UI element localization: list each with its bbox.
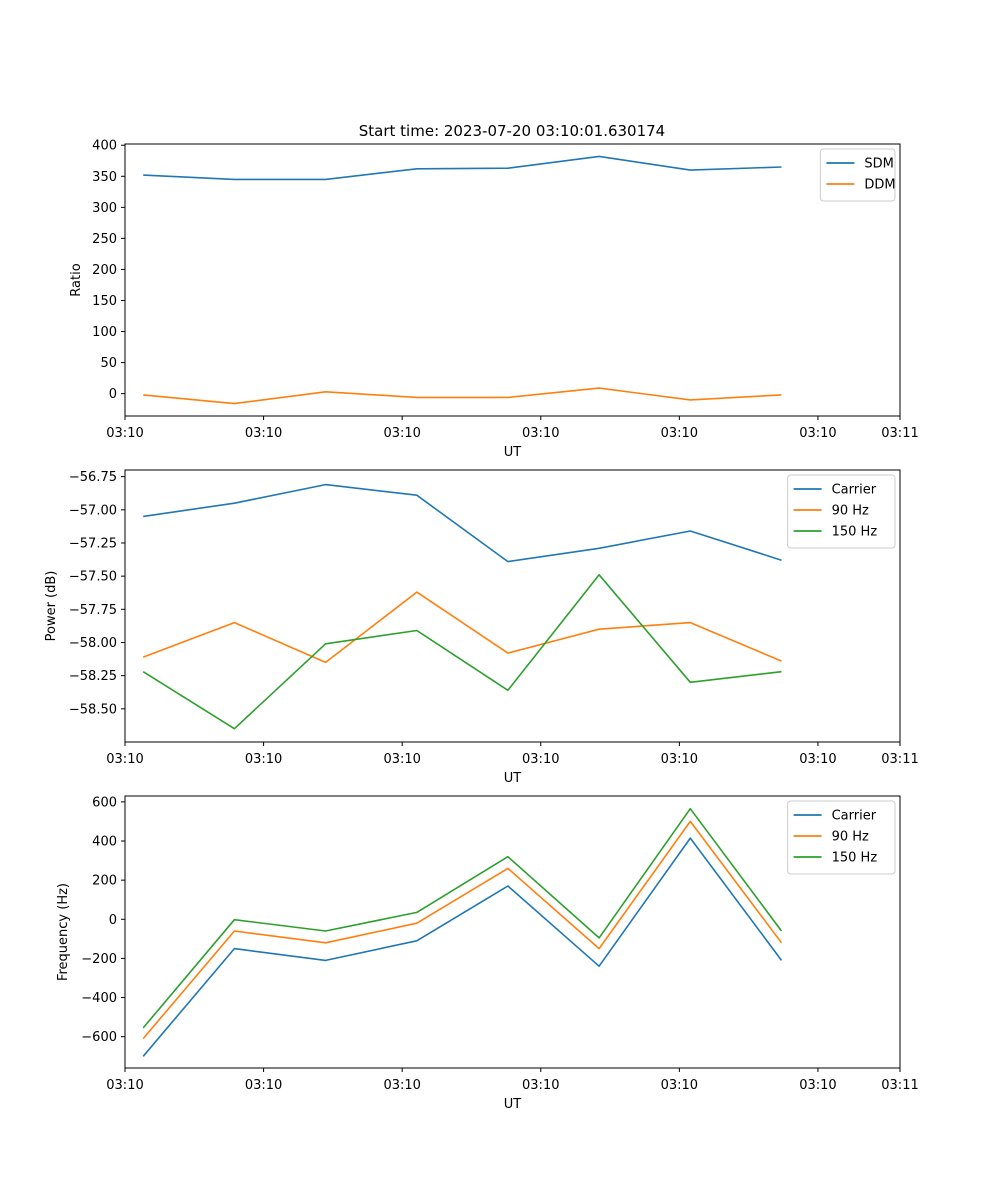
chart-title: Start time: 2023-07-20 03:10:01.630174 bbox=[359, 122, 665, 140]
y-tick-label: −58.50 bbox=[69, 702, 117, 717]
legend-box bbox=[787, 800, 896, 875]
y-tick-label: 600 bbox=[92, 795, 117, 810]
x-tick-label: 03:11 bbox=[881, 752, 918, 767]
x-tick-label: 03:10 bbox=[383, 752, 420, 767]
y-tick-label: −58.25 bbox=[69, 669, 117, 684]
x-tick-label: 03:10 bbox=[661, 752, 698, 767]
y-tick-label: 100 bbox=[92, 325, 117, 340]
series-line-90-hz bbox=[142, 820, 783, 1040]
y-tick-label: 250 bbox=[92, 232, 117, 247]
x-tick-label: 03:10 bbox=[245, 426, 282, 441]
y-tick-label: −57.75 bbox=[69, 603, 117, 618]
subplot-1: 03:10 03:10 03:10 03:10 03:10 03:10 03:11 0 50 10… bbox=[69, 139, 919, 460]
y-tick-label: 0 bbox=[109, 913, 117, 928]
x-tick-label: 03:10 bbox=[106, 426, 143, 441]
x-axis-label: UT bbox=[504, 1097, 522, 1112]
subplot-2: 03:10 03:10 03:10 03:10 03:10 03:10 03:11 −58.5… bbox=[44, 469, 919, 786]
x-tick-label: 03:10 bbox=[522, 426, 559, 441]
x-axis-label: UT bbox=[504, 445, 522, 460]
x-tick-label: 03:10 bbox=[245, 752, 282, 767]
y-tick-label: −400 bbox=[81, 991, 117, 1006]
series-line-150-hz bbox=[142, 573, 782, 730]
series-line-carrier bbox=[143, 483, 782, 563]
legend-label: 150 Hz bbox=[832, 851, 878, 866]
y-tick-label: −200 bbox=[81, 952, 117, 967]
y-tick-label: 400 bbox=[92, 835, 117, 850]
y-tick-label: −56.75 bbox=[69, 470, 117, 485]
y-tick-label: 400 bbox=[92, 139, 117, 154]
y-tick-label: 200 bbox=[92, 263, 117, 278]
y-axis-label: Power (dB) bbox=[44, 571, 59, 642]
subplot-3: 03:10 03:10 03:10 03:10 03:10 03:10 03:11 −600 −… bbox=[56, 795, 919, 1112]
y-tick-label: −58.00 bbox=[69, 636, 117, 651]
series-line-150-hz bbox=[142, 807, 783, 1029]
legend-label: 150 Hz bbox=[832, 525, 878, 540]
y-axis-label: Ratio bbox=[69, 263, 84, 296]
x-tick-label: 03:10 bbox=[661, 426, 698, 441]
y-tick-label: −600 bbox=[81, 1030, 117, 1045]
series-line-90-hz bbox=[142, 591, 782, 664]
y-tick-label: 50 bbox=[100, 356, 117, 371]
legend-label: Carrier bbox=[832, 483, 877, 498]
legend-label: DDM bbox=[864, 178, 895, 193]
x-tick-label: 03:10 bbox=[799, 426, 836, 441]
x-tick-label: 03:10 bbox=[383, 1078, 420, 1093]
legend-label: SDM bbox=[864, 157, 893, 172]
x-axis-label: UT bbox=[504, 771, 522, 786]
legend: Carrier 90 Hz 150 Hz bbox=[787, 474, 896, 549]
x-tick-label: 03:10 bbox=[383, 426, 420, 441]
series-line-ddm bbox=[143, 387, 782, 405]
x-tick-label: 03:11 bbox=[881, 426, 918, 441]
x-tick-label: 03:10 bbox=[522, 1078, 559, 1093]
legend-label: 90 Hz bbox=[832, 504, 869, 519]
x-tick-label: 03:10 bbox=[522, 752, 559, 767]
x-tick-label: 03:10 bbox=[799, 1078, 836, 1093]
x-tick-label: 03:10 bbox=[661, 1078, 698, 1093]
y-tick-label: 150 bbox=[92, 294, 117, 309]
subplots: 03:10 03:10 03:10 03:10 03:10 03:10 03:11 0 50 10… bbox=[44, 139, 919, 1112]
y-tick-label: −57.50 bbox=[69, 570, 117, 585]
series-line-carrier bbox=[142, 837, 783, 1057]
y-tick-label: 200 bbox=[92, 874, 117, 889]
y-tick-label: −57.25 bbox=[69, 536, 117, 551]
y-axis-label: Frequency (Hz) bbox=[56, 883, 71, 981]
legend-box bbox=[787, 474, 896, 549]
legend-label: 90 Hz bbox=[832, 830, 869, 845]
legend: SDM DDM bbox=[819, 148, 896, 202]
y-tick-label: −57.00 bbox=[69, 503, 117, 518]
legend-label: Carrier bbox=[832, 809, 877, 824]
legend: Carrier 90 Hz 150 Hz bbox=[787, 800, 896, 875]
x-tick-label: 03:10 bbox=[245, 1078, 282, 1093]
x-tick-label: 03:10 bbox=[106, 752, 143, 767]
y-tick-label: 0 bbox=[109, 387, 117, 402]
x-tick-label: 03:10 bbox=[106, 1078, 143, 1093]
axes-frame bbox=[124, 143, 901, 417]
axes-frame bbox=[124, 795, 901, 1069]
x-tick-label: 03:11 bbox=[881, 1078, 918, 1093]
legend-box bbox=[819, 148, 896, 202]
axes-frame bbox=[124, 469, 901, 743]
y-tick-label: 350 bbox=[92, 170, 117, 185]
y-tick-label: 300 bbox=[92, 201, 117, 216]
series-line-sdm bbox=[143, 155, 782, 181]
x-tick-label: 03:10 bbox=[799, 752, 836, 767]
